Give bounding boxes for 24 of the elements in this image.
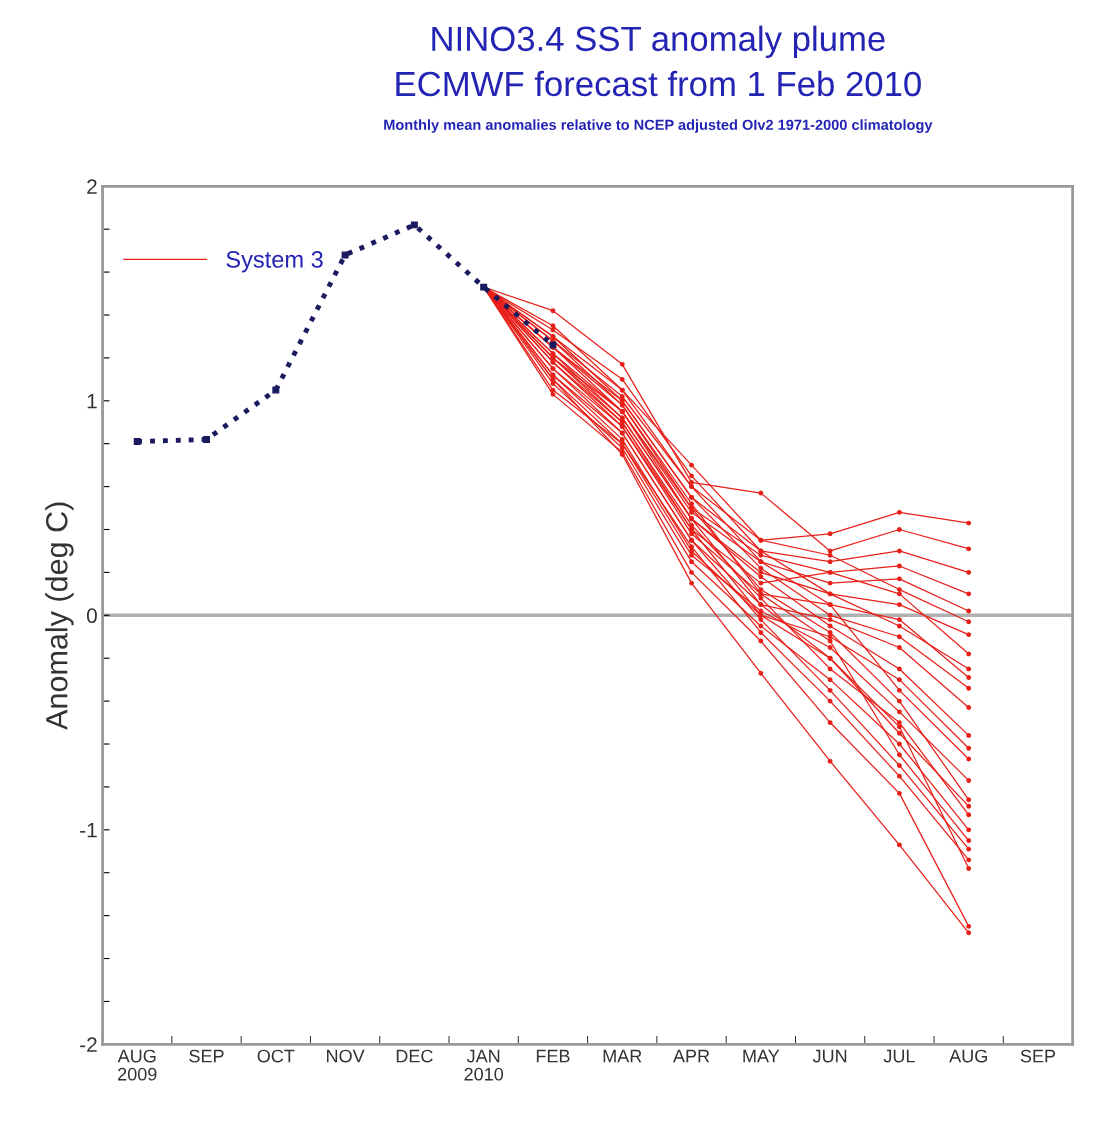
y-tick-label: -2 <box>80 1037 97 1052</box>
chart-title: NINO3.4 SST anomaly plume <box>432 25 885 59</box>
x-tick-label: JAN 2010 <box>464 1049 504 1081</box>
x-tick-label: APR <box>673 1049 710 1063</box>
x-tick-label: OCT <box>257 1049 295 1063</box>
x-tick-label: DEC <box>396 1049 433 1063</box>
x-tick-label: NOV <box>327 1049 365 1063</box>
y-tick-label: 0 <box>86 608 97 624</box>
x-tick-label: JUL <box>883 1049 915 1063</box>
y-tick-label: -1 <box>80 823 97 838</box>
x-tick-label: AUG 2009 <box>117 1049 157 1081</box>
text: Monthly mean anomalies relative to NCEP adjusted OIv2 1971-2000 climatology <box>384 119 933 133</box>
x-tick-label: SEP <box>1020 1049 1056 1063</box>
x-tick-label: JUN <box>812 1049 847 1063</box>
x-tick-label: MAR <box>603 1049 642 1063</box>
chart-subtitle: ECMWF forecast from 1 Feb 2010 <box>396 70 921 97</box>
x-tick-label: SEP <box>189 1049 224 1063</box>
y-tick-label: 2 <box>87 179 97 194</box>
y-axis-title: Anomaly (deg C) <box>45 502 74 730</box>
x-tick-label: FEB <box>536 1049 570 1063</box>
x-tick-label: AUG <box>949 1049 987 1063</box>
legend-label: System 3 <box>226 251 323 273</box>
x-tick-label: MAY <box>743 1049 780 1063</box>
y-tick-label: 1 <box>87 394 97 409</box>
